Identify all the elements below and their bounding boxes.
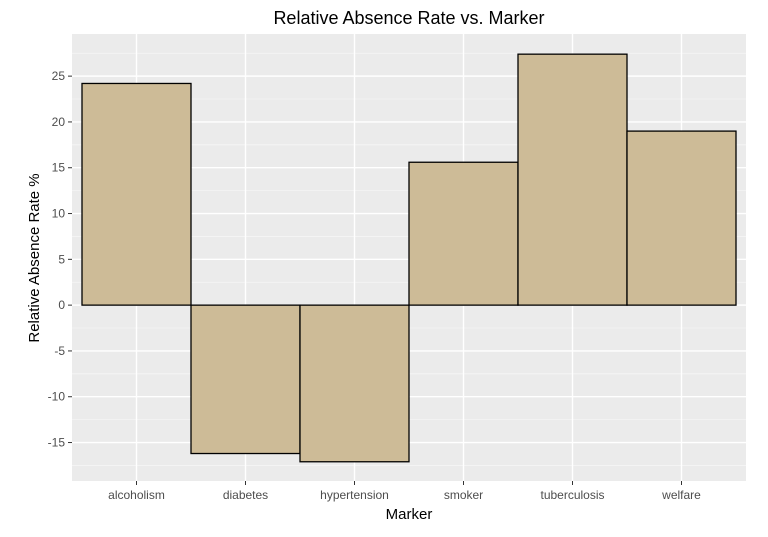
bar-layer	[81, 53, 737, 463]
x-axis-title: Marker	[386, 506, 433, 523]
y-tick-label: -10	[48, 390, 66, 404]
x-tick-label-welfare: welfare	[661, 488, 701, 502]
y-tick-label: 15	[52, 161, 66, 175]
y-tick-label: 20	[52, 115, 66, 129]
y-tick-label: -5	[54, 344, 65, 358]
x-tick-label-alcoholism: alcoholism	[108, 488, 165, 502]
x-tick-label-diabetes: diabetes	[223, 488, 268, 502]
y-axis-title: Relative Absence Rate %	[26, 173, 43, 342]
y-tick-label: 10	[52, 207, 66, 221]
bar-welfare	[626, 130, 737, 306]
y-tick-label: 5	[58, 252, 65, 266]
y-tick-label: 0	[58, 298, 65, 312]
x-tick-label-tuberculosis: tuberculosis	[540, 488, 604, 502]
chart-title: Relative Absence Rate vs. Marker	[273, 8, 544, 28]
x-tick-label-hypertension: hypertension	[320, 488, 389, 502]
bar-smoker	[408, 161, 519, 306]
y-tick-label: 25	[52, 69, 66, 83]
y-axis-ticks: -15 -10 -5 0 5 10 15 20 25	[48, 69, 72, 450]
bar-hypertension	[299, 304, 410, 463]
bar-alcoholism	[81, 82, 192, 306]
y-tick-label: -15	[48, 436, 66, 450]
bar-diabetes	[190, 304, 301, 455]
bar-tuberculosis	[517, 53, 628, 306]
x-axis-ticks: alcoholism diabetes hypertension smoker tube…	[108, 481, 701, 502]
x-tick-label-smoker: smoker	[444, 488, 483, 502]
